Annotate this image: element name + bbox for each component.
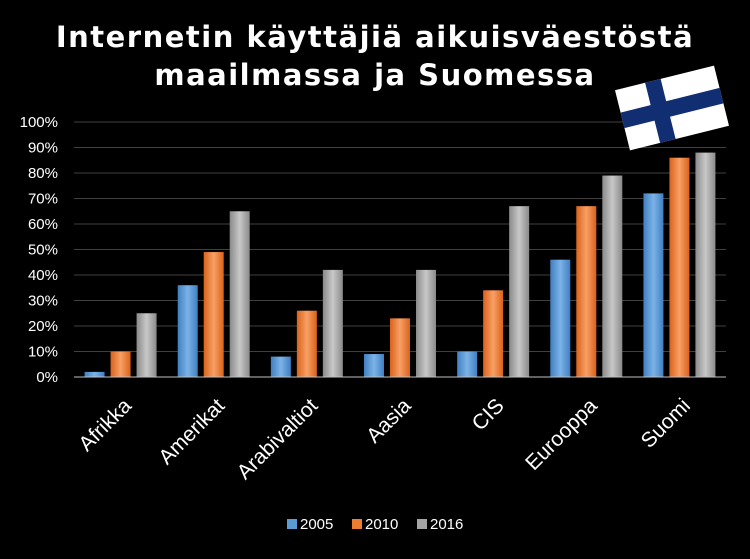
bar-2005-afrikka: [84, 371, 105, 377]
bar-2010-cis: [483, 290, 504, 377]
bar-2005-aasia: [364, 354, 384, 377]
x-tick-label: Arabivaltiot: [233, 394, 323, 484]
bar-2016-cis: [509, 206, 530, 377]
y-tick-label: 50%: [28, 242, 58, 259]
bar-2016-eurooppa: [602, 175, 623, 377]
y-tick-label: 20%: [28, 318, 58, 335]
bar-2005-cis: [457, 351, 478, 377]
bar-2010-afrikka: [110, 351, 131, 377]
bar-2010-suomi: [669, 157, 690, 377]
bar-2010-amerikat: [203, 252, 224, 377]
y-tick-label: 30%: [28, 293, 58, 310]
bar-2005-eurooppa: [550, 259, 571, 377]
bar-2016-afrikka: [136, 313, 157, 377]
legend-swatch-2005: [287, 519, 297, 529]
x-axis-labels: Afrikka Amerikat Arabivaltiot Aasia CIS Euroo…: [74, 394, 695, 484]
bar-2016-arabivaltiot: [322, 269, 343, 377]
x-tick-label: Eurooppa: [521, 394, 602, 475]
legend-swatch-2016: [417, 519, 427, 529]
bars: [84, 152, 716, 377]
x-tick-label: Suomi: [637, 394, 695, 452]
bar-2005-amerikat: [177, 285, 198, 377]
legend-label-2010: 2010: [365, 516, 398, 533]
gridlines: [74, 121, 726, 352]
chart-title-line-1: Internetin käyttäjiä aikuisväestöstä: [56, 20, 694, 54]
bar-2005-suomi: [643, 193, 664, 377]
bar-2010-aasia: [390, 318, 410, 377]
x-tick-label: Afrikka: [74, 394, 136, 456]
bar-2010-eurooppa: [576, 206, 597, 377]
y-tick-label: 100%: [20, 114, 58, 131]
legend-swatch-2010: [352, 519, 362, 529]
y-axis-ticks: 0% 10% 20% 30% 40% 50% 60% 70% 80% 90% 100%: [20, 114, 58, 386]
bar-2016-aasia: [416, 269, 436, 377]
x-tick-label: CIS: [468, 394, 509, 435]
legend: 2005 2010 2016: [287, 516, 463, 533]
bar-2010-arabivaltiot: [296, 310, 317, 377]
y-tick-label: 60%: [28, 216, 58, 233]
finnish-flag-icon: [615, 65, 729, 151]
y-tick-label: 70%: [28, 191, 58, 208]
bar-2016-suomi: [695, 152, 716, 377]
bar-2005-arabivaltiot: [270, 356, 291, 377]
x-tick-label: Amerikat: [154, 394, 229, 469]
y-tick-label: 40%: [28, 267, 58, 284]
y-tick-label: 90%: [28, 140, 58, 157]
y-tick-label: 10%: [28, 344, 58, 361]
y-tick-label: 80%: [28, 165, 58, 182]
y-tick-label: 0%: [36, 369, 58, 386]
legend-label-2005: 2005: [300, 516, 333, 533]
x-tick-label: Aasia: [362, 394, 416, 448]
legend-label-2016: 2016: [430, 516, 463, 533]
chart-title-line-2: maailmassa ja Suomessa: [154, 58, 595, 92]
bar-2016-amerikat: [229, 211, 250, 377]
